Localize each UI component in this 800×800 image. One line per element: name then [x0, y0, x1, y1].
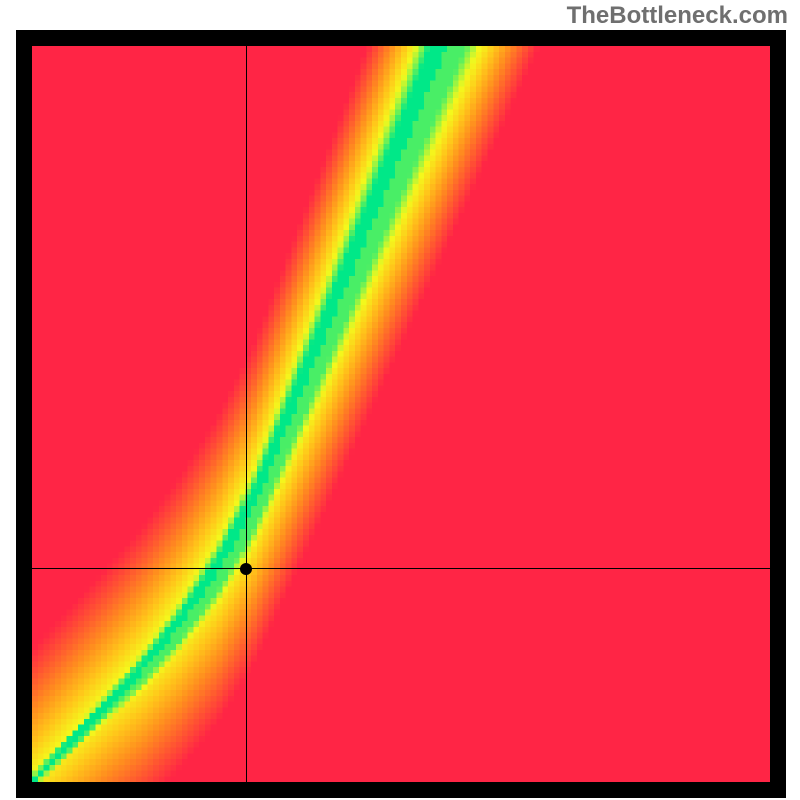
watermark-text: TheBottleneck.com [567, 2, 788, 30]
crosshair-vertical [246, 46, 247, 782]
heatmap-canvas [32, 46, 770, 782]
marker-dot [240, 563, 252, 575]
plot-area [32, 46, 770, 782]
crosshair-horizontal [32, 568, 770, 569]
plot-frame [16, 30, 786, 798]
